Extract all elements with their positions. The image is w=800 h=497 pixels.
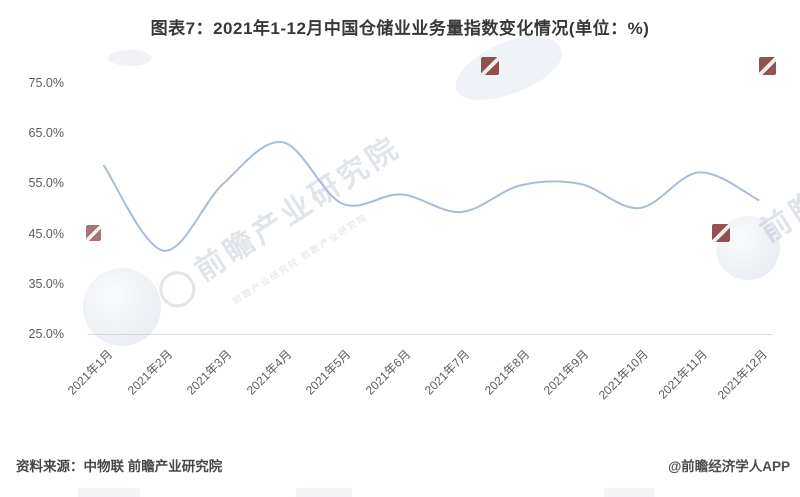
x-tick-label: 2021年1月 <box>64 347 115 398</box>
watermark-smudge-icon <box>604 488 654 497</box>
x-tick-label: 2021年8月 <box>481 347 532 398</box>
x-tick-label: 2021年4月 <box>243 347 294 398</box>
credit-note: @前瞻经济学人APP <box>668 459 790 474</box>
y-tick-label: 65.0% <box>28 126 64 140</box>
x-tick-label: 2021年2月 <box>124 347 175 398</box>
watermark-brand-text: 前瞻产业研究院 <box>140 118 416 319</box>
watermark-brand-subtext: 前瞻产业研究院 前瞻产业研究院 <box>231 211 370 307</box>
watermark-smudge-icon <box>296 488 352 497</box>
line-series-path <box>103 141 760 252</box>
watermark-brand-text-clipped: 前瞻产业研究院 <box>754 87 800 249</box>
x-axis-line <box>88 334 772 335</box>
x-tick-label: 2021年9月 <box>540 347 591 398</box>
x-tick-label: 2021年10月 <box>595 347 651 403</box>
chart-title: 图表7：2021年1-12月中国仓储业业务量指数变化情况(单位：%) <box>150 19 650 38</box>
y-tick-label: 25.0% <box>28 327 64 341</box>
watermark-ring-icon <box>152 264 203 315</box>
y-tick-label: 75.0% <box>28 76 64 90</box>
x-tick-label: 2021年3月 <box>183 347 234 398</box>
x-tick-label: 2021年7月 <box>421 347 472 398</box>
qianzhan-logo-icon <box>86 225 101 241</box>
x-tick-label: 2021年6月 <box>362 347 413 398</box>
y-tick-label: 45.0% <box>28 227 64 241</box>
y-tick-label: 35.0% <box>28 277 64 291</box>
data-source-note: 资料来源：中物联 前瞻产业研究院 <box>16 459 223 474</box>
x-tick-label: 2021年5月 <box>302 347 353 398</box>
watermark-globe-icon <box>716 216 780 280</box>
watermark-smudge-icon <box>108 50 152 66</box>
x-tick-label: 2021年12月 <box>714 347 770 403</box>
x-tick-label: 2021年11月 <box>655 347 710 402</box>
y-tick-label: 55.0% <box>28 176 64 190</box>
watermark-smudge-icon <box>78 488 140 497</box>
qianzhan-logo-icon <box>759 57 776 75</box>
qianzhan-logo-icon <box>481 57 499 75</box>
qianzhan-logo-icon <box>712 224 730 242</box>
